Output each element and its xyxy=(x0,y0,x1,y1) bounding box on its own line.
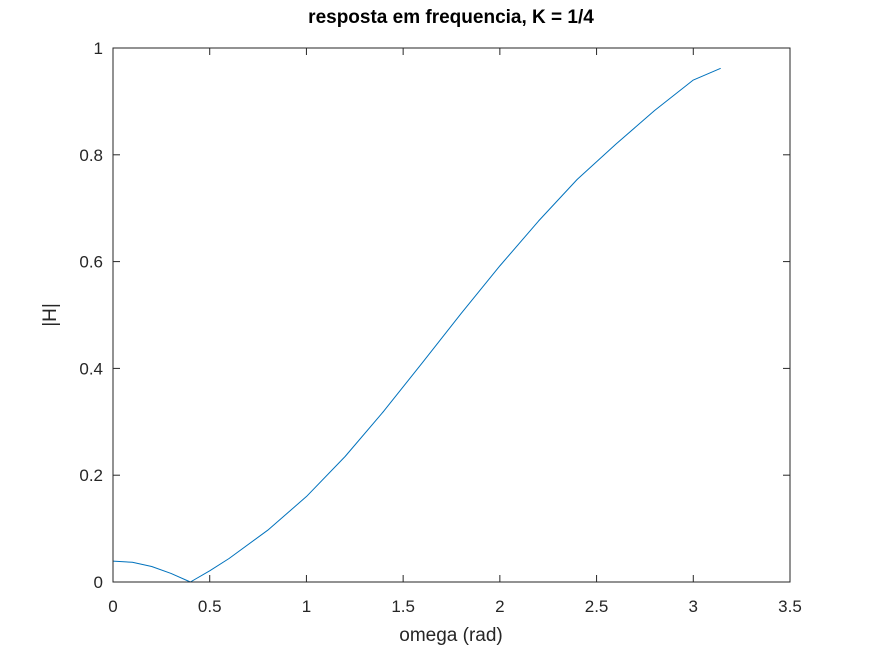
x-tick-label: 2.5 xyxy=(585,597,609,616)
y-tick-label: 0.4 xyxy=(79,359,103,378)
axis-ticks: 0 0.5 1 1.5 2 2.5 3 3.5 0 0.2 0.4 0.6 0.8 1 xyxy=(79,39,801,616)
x-tick-label: 2 xyxy=(495,597,504,616)
x-tick-label: 1 xyxy=(302,597,311,616)
chart-title: resposta em frequencia, K = 1/4 xyxy=(308,7,594,28)
x-tick-label: 0.5 xyxy=(198,597,222,616)
series-group xyxy=(112,67,721,583)
series-line xyxy=(112,67,721,583)
x-axis-label: omega (rad) xyxy=(399,625,503,646)
y-tick-label: 0.8 xyxy=(79,146,103,165)
plot-area xyxy=(113,48,790,582)
x-tick-label: 1.5 xyxy=(391,597,415,616)
x-tick-label: 3 xyxy=(689,597,698,616)
y-tick-label: 0.6 xyxy=(79,253,103,272)
x-tick-label: 0 xyxy=(108,597,117,616)
y-tick-label: 0 xyxy=(94,573,103,592)
y-axis-label: |H| xyxy=(40,303,61,327)
y-tick-label: 1 xyxy=(94,39,103,58)
plot-frame xyxy=(112,47,791,583)
y-tick-label: 0.2 xyxy=(79,466,103,485)
x-tick-label: 3.5 xyxy=(778,597,802,616)
